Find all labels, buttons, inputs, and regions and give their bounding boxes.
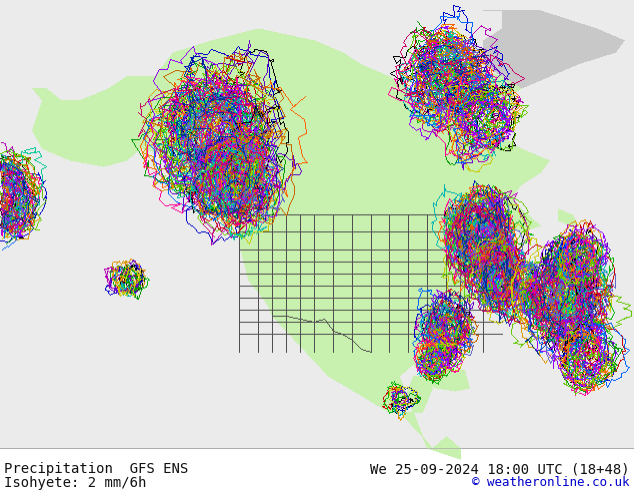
Text: Isohyete: 2 mm/6h: Isohyete: 2 mm/6h — [4, 476, 146, 490]
Text: Precipitation  GFS ENS: Precipitation GFS ENS — [4, 462, 188, 476]
Text: © weatheronline.co.uk: © weatheronline.co.uk — [472, 476, 630, 489]
Text: We 25-09-2024 18:00 UTC (18+48): We 25-09-2024 18:00 UTC (18+48) — [370, 462, 630, 476]
